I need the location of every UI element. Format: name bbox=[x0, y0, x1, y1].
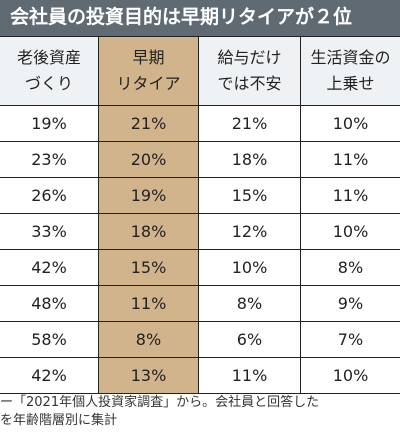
table-row: 58% 8% 6% 7% bbox=[0, 322, 400, 358]
table-cell: 15% bbox=[99, 250, 198, 285]
table-cell: 58% bbox=[31, 330, 67, 349]
table-row: 19% 21% 21% 10% bbox=[0, 106, 400, 142]
table-cell: 8% bbox=[236, 294, 263, 313]
table-cell: 23% bbox=[31, 150, 67, 169]
table-cell: 13% bbox=[99, 358, 198, 393]
footnote: ー「2021年個人投資家調査」から。会社員と回答した を年齢階層別に集計 bbox=[0, 394, 400, 430]
header-retirement-savings: 老後資産 づくり bbox=[16, 48, 81, 93]
table-header: 老後資産 づくり 早期 リタイア 給与だけ では不安 生活資金の 上乗せ bbox=[0, 36, 400, 106]
table-cell: 42% bbox=[31, 366, 67, 385]
table-row: 42% 13% 11% 10% bbox=[0, 358, 400, 394]
table-row: 48% 11% 8% 9% bbox=[0, 286, 400, 322]
table-cell: 6% bbox=[236, 330, 263, 349]
table-cell: 11% bbox=[332, 150, 369, 169]
table-cell: 26% bbox=[31, 186, 67, 205]
table-cell: 10% bbox=[332, 222, 369, 241]
chart-title: 会社員の投資目的は早期リタイアが２位 bbox=[0, 0, 400, 36]
table-cell: 18% bbox=[231, 150, 268, 169]
table-cell: 11% bbox=[231, 366, 268, 385]
table-cell: 19% bbox=[99, 178, 198, 213]
table-row: 23% 20% 18% 11% bbox=[0, 142, 400, 178]
table-row: 33% 18% 12% 10% bbox=[0, 214, 400, 250]
table-cell: 7% bbox=[337, 330, 364, 349]
data-table: 老後資産 づくり 早期 リタイア 給与だけ では不安 生活資金の 上乗せ 19%… bbox=[0, 36, 400, 394]
table-cell: 18% bbox=[99, 214, 198, 249]
table-cell: 12% bbox=[231, 222, 268, 241]
table-cell: 48% bbox=[31, 294, 67, 313]
table-cell: 8% bbox=[99, 322, 198, 357]
header-salary-anxiety: 給与だけ では不安 bbox=[217, 48, 282, 93]
table-cell: 20% bbox=[99, 142, 198, 177]
table-cell: 33% bbox=[31, 222, 67, 241]
table-cell: 21% bbox=[99, 106, 198, 141]
table-cell: 11% bbox=[99, 286, 198, 321]
table-cell: 15% bbox=[231, 186, 268, 205]
table-cell: 9% bbox=[337, 294, 364, 313]
table-cell: 19% bbox=[31, 114, 67, 133]
header-early-retirement: 早期 リタイア bbox=[99, 37, 198, 105]
table-row: 42% 15% 10% 8% bbox=[0, 250, 400, 286]
table-cell: 10% bbox=[332, 366, 369, 385]
table-cell: 10% bbox=[231, 258, 268, 277]
table-cell: 10% bbox=[332, 114, 369, 133]
header-living-supplement: 生活資金の 上乗せ bbox=[310, 48, 391, 93]
footnote-line-2: を年齢階層別に集計 bbox=[0, 413, 118, 428]
table-cell: 8% bbox=[337, 258, 364, 277]
table-cell: 11% bbox=[332, 186, 369, 205]
footnote-line-1: ー「2021年個人投資家調査」から。会社員と回答した bbox=[0, 395, 320, 410]
table-body: 19% 21% 21% 10% 23% 20% 18% 11% 26% 19% 15% 11% 33% 1… bbox=[0, 106, 400, 394]
table-cell: 21% bbox=[231, 114, 268, 133]
table-cell: 42% bbox=[31, 258, 67, 277]
table-row: 26% 19% 15% 11% bbox=[0, 178, 400, 214]
